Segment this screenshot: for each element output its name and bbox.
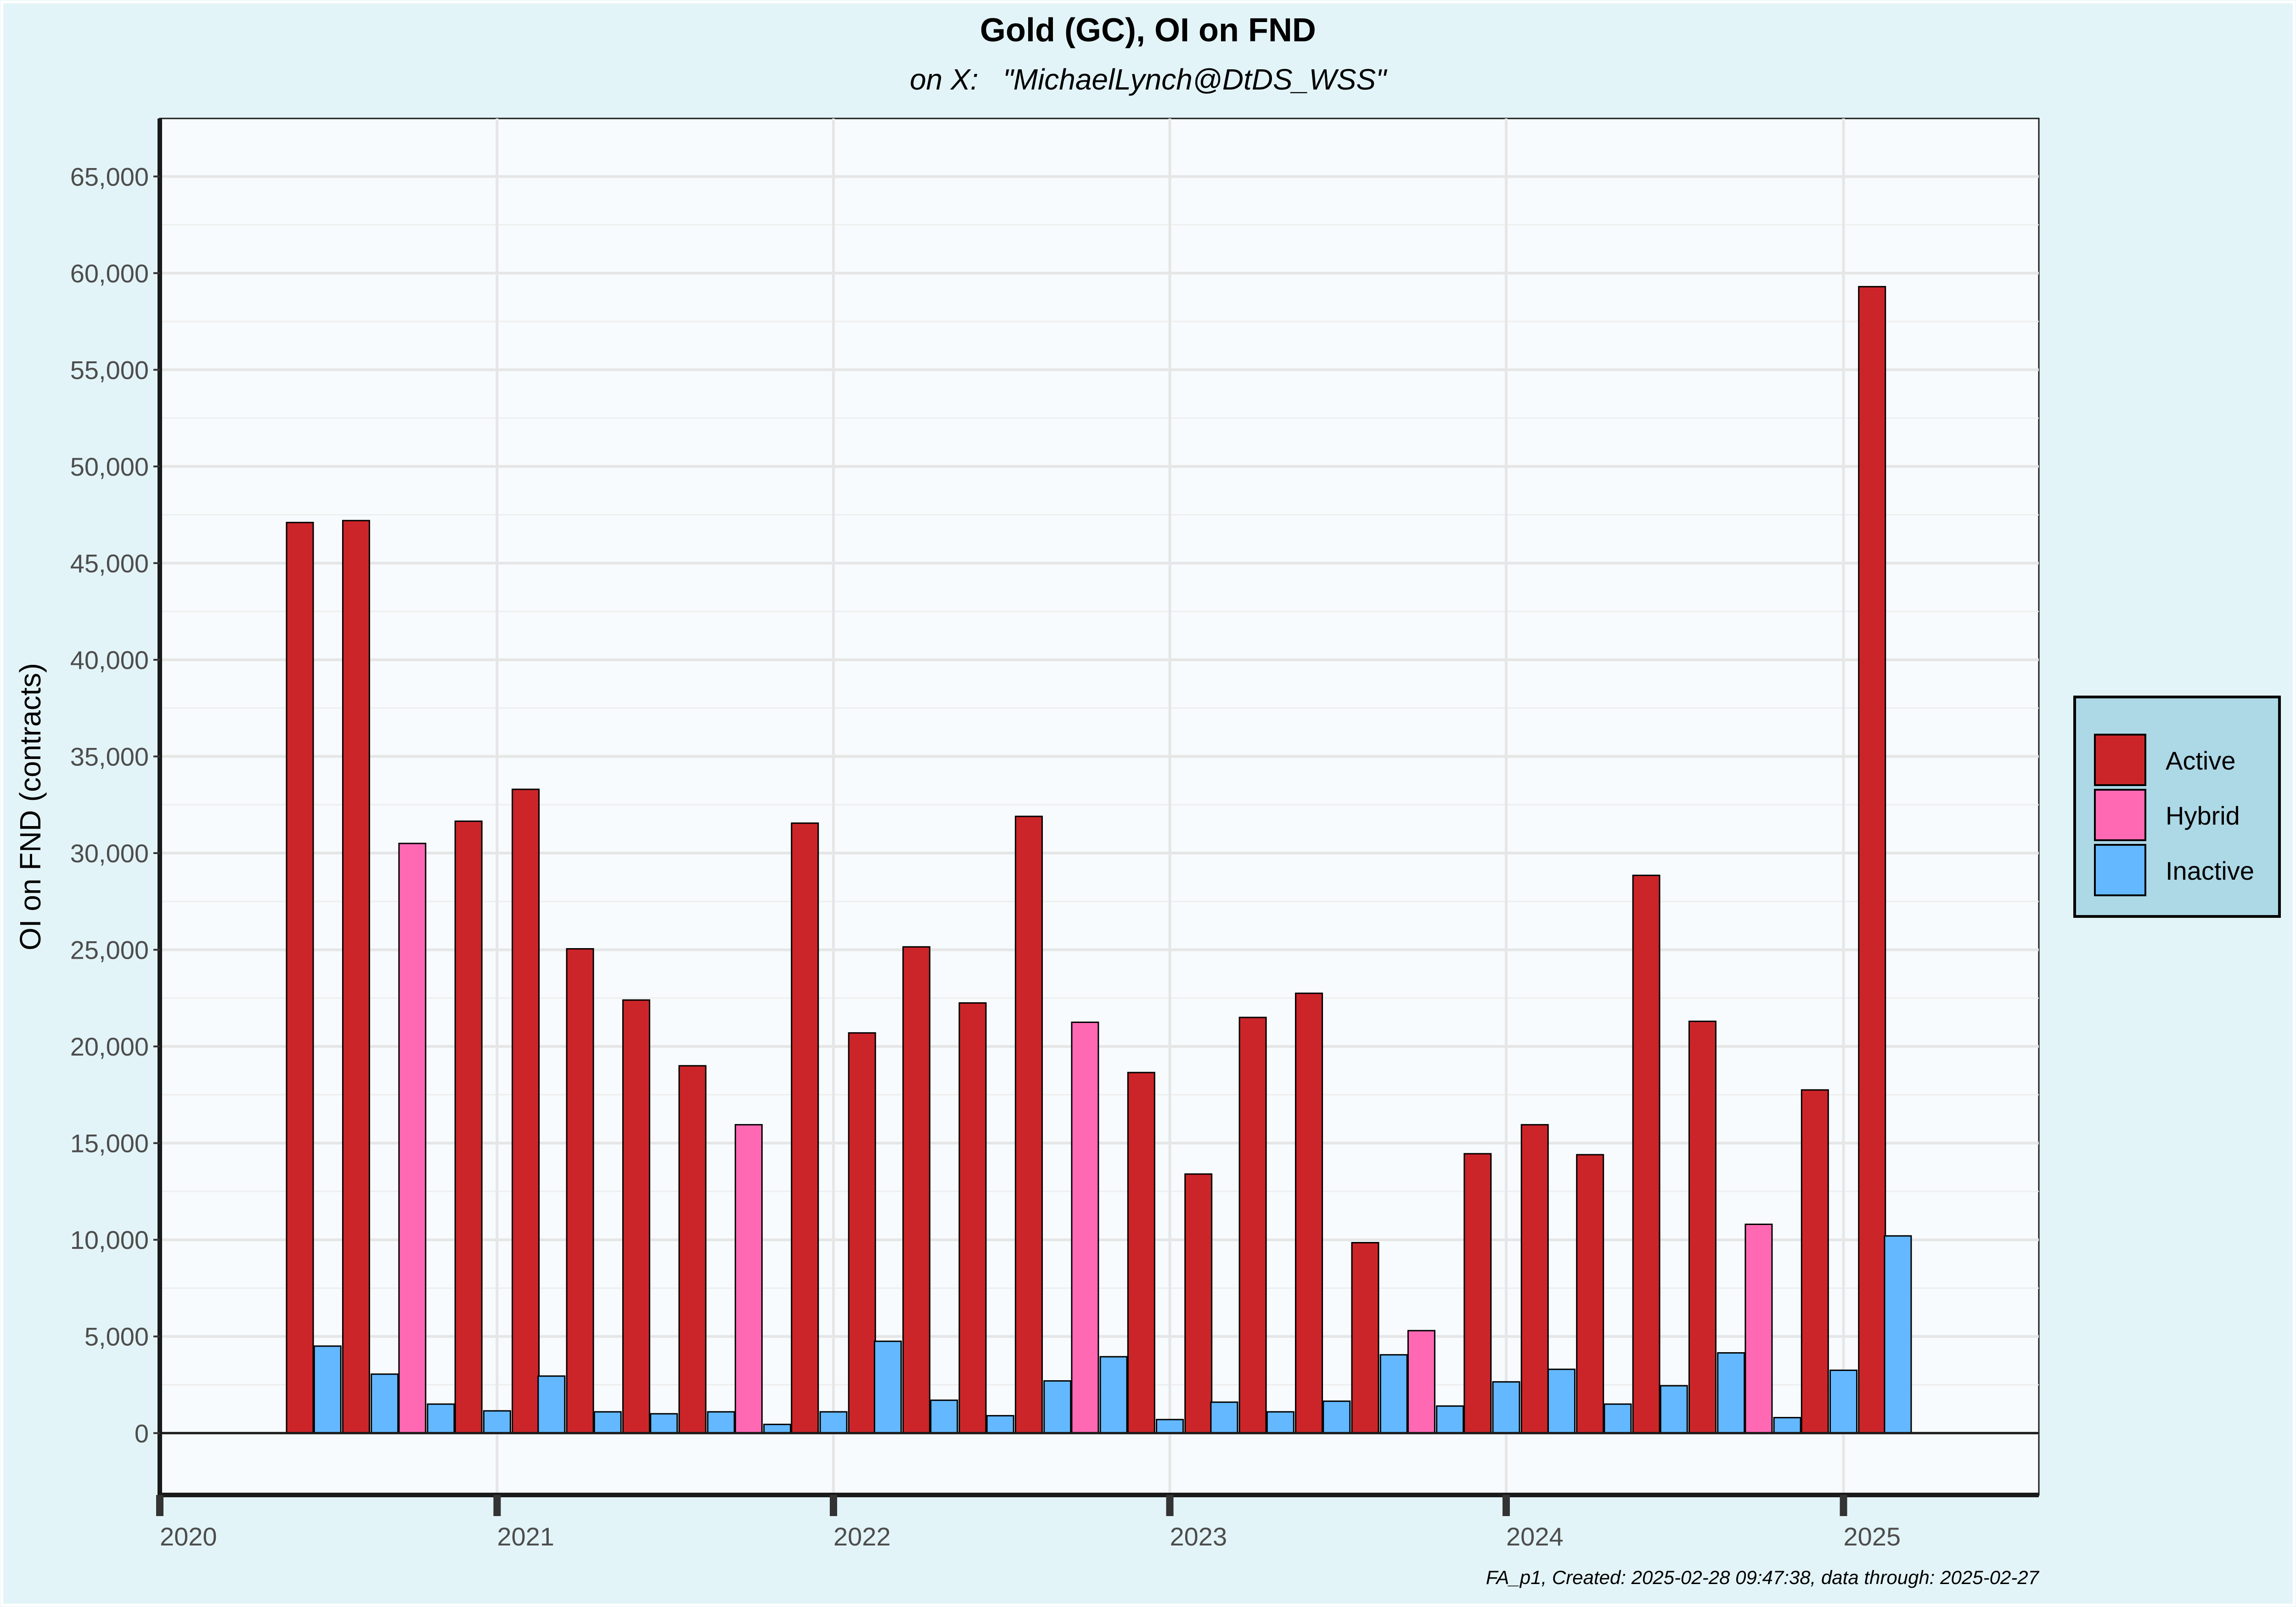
bar-inactive xyxy=(483,1410,512,1434)
legend: Active Hybrid Inactive xyxy=(2073,696,2281,918)
bar-active xyxy=(1463,1153,1492,1434)
bar-hybrid xyxy=(1407,1330,1435,1434)
x-tick-label: 2023 xyxy=(1170,1522,1227,1551)
bar-inactive xyxy=(1884,1235,1912,1434)
y-axis-ticks: 0 5,000 10,000 15,000 20,000 25,000 30,000 35,0… xyxy=(70,162,160,1448)
bar-inactive xyxy=(537,1375,566,1434)
legend-swatch-hybrid xyxy=(2094,789,2146,841)
x-tick-label: 2022 xyxy=(833,1522,891,1551)
x-axis-ticks: 2020 2021 2022 2023 2024 2025 xyxy=(156,1495,1901,1551)
bar-active xyxy=(1351,1242,1379,1434)
bar-inactive xyxy=(1156,1419,1184,1434)
y-tick-label: 20,000 xyxy=(70,1032,149,1061)
y-tick-label: 10,000 xyxy=(70,1225,149,1254)
bar-active xyxy=(454,820,483,1434)
chart-subtitle: on X: "MichaelLynch@DtDS_WSS" xyxy=(910,63,1388,96)
bar-active xyxy=(791,822,819,1434)
bar-inactive xyxy=(427,1403,455,1434)
bar-inactive xyxy=(1717,1352,1745,1434)
chart-caption: FA_p1, Created: 2025-02-28 09:47:38, dat… xyxy=(1486,1567,2040,1588)
bar-inactive xyxy=(593,1411,622,1434)
bar-inactive xyxy=(1043,1380,1072,1434)
bar-active xyxy=(286,522,314,1434)
bars xyxy=(286,286,1912,1434)
bar-inactive xyxy=(371,1373,399,1434)
bar-inactive xyxy=(930,1399,958,1434)
y-tick-label: 25,000 xyxy=(70,936,149,965)
bar-inactive xyxy=(1604,1403,1632,1434)
bar-inactive xyxy=(1829,1369,1858,1434)
y-tick-label: 60,000 xyxy=(70,259,149,288)
bar-inactive xyxy=(1379,1354,1408,1434)
bar-inactive xyxy=(1210,1401,1238,1434)
y-tick-label: 15,000 xyxy=(70,1129,149,1158)
bar-active xyxy=(1632,874,1660,1434)
legend-label-inactive: Inactive xyxy=(2166,856,2254,885)
bar-active xyxy=(1295,992,1323,1434)
bar-active xyxy=(1858,286,1886,1434)
bar-active xyxy=(1576,1154,1604,1434)
x-tick-label: 2021 xyxy=(497,1522,555,1551)
bar-active xyxy=(1014,815,1043,1434)
bar-inactive xyxy=(1322,1400,1351,1434)
x-tick-label: 2020 xyxy=(160,1522,217,1551)
bar-active xyxy=(1520,1124,1549,1434)
bar-inactive xyxy=(313,1345,342,1434)
y-tick-label: 50,000 xyxy=(70,452,149,481)
bar-active xyxy=(1801,1089,1829,1434)
y-tick-label: 45,000 xyxy=(70,549,149,578)
y-tick-label: 30,000 xyxy=(70,839,149,868)
bar-inactive xyxy=(1773,1417,1801,1434)
bar-inactive xyxy=(1436,1405,1464,1434)
bar-inactive xyxy=(1266,1411,1294,1434)
y-tick-label: 5,000 xyxy=(84,1322,149,1351)
bar-inactive xyxy=(819,1411,848,1434)
y-tick-label: 0 xyxy=(135,1419,149,1448)
y-tick-label: 40,000 xyxy=(70,646,149,674)
bar-active xyxy=(1127,1072,1155,1434)
bar-active xyxy=(512,788,540,1434)
chart-title: Gold (GC), OI on FND xyxy=(980,12,1316,49)
bar-inactive xyxy=(1099,1356,1128,1434)
bar-inactive xyxy=(707,1411,735,1434)
bar-active xyxy=(902,946,931,1434)
bar-inactive xyxy=(1547,1368,1576,1434)
y-tick-label: 65,000 xyxy=(70,162,149,191)
bar-active xyxy=(958,1002,987,1434)
legend-swatch-inactive xyxy=(2094,844,2146,896)
y-tick-label: 35,000 xyxy=(70,742,149,771)
bar-inactive xyxy=(763,1423,792,1434)
bar-active xyxy=(566,948,594,1434)
bar-active xyxy=(678,1065,707,1434)
bar-active xyxy=(848,1032,876,1434)
bar-active xyxy=(342,520,370,1434)
x-tick-label: 2024 xyxy=(1506,1522,1564,1551)
bar-active xyxy=(1238,1017,1267,1434)
bar-hybrid xyxy=(734,1124,763,1434)
bar-hybrid xyxy=(1745,1224,1773,1434)
bar-inactive xyxy=(1492,1381,1520,1434)
bar-active xyxy=(622,999,651,1434)
x-tick-label: 2025 xyxy=(1844,1522,1901,1551)
legend-swatch-active xyxy=(2094,734,2146,786)
y-tick-label: 55,000 xyxy=(70,355,149,384)
legend-label-active: Active xyxy=(2166,746,2236,775)
bar-hybrid xyxy=(398,843,427,1434)
bar-hybrid xyxy=(1071,1021,1099,1434)
legend-label-hybrid: Hybrid xyxy=(2166,801,2240,830)
bar-active xyxy=(1688,1020,1716,1434)
bar-inactive xyxy=(986,1415,1014,1434)
bar-active xyxy=(1184,1173,1213,1434)
y-axis-label: OI on FND (contracts) xyxy=(14,663,47,950)
bar-inactive xyxy=(650,1413,678,1434)
bar-inactive xyxy=(1660,1385,1688,1434)
bar-inactive xyxy=(873,1340,902,1434)
